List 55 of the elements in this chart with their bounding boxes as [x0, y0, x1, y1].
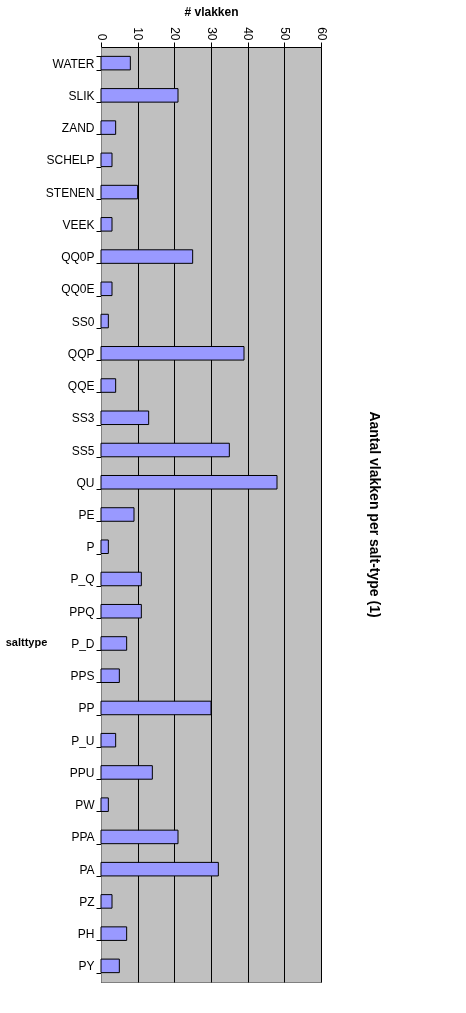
y-tick-label: P_U: [71, 733, 95, 748]
bar: [100, 894, 113, 909]
bar: [100, 152, 113, 168]
bar: [100, 120, 117, 135]
y-tick-label: QU: [76, 475, 95, 490]
y-tick-label: ZAND: [61, 121, 95, 136]
bar: [100, 668, 120, 683]
y-tick-label: PPS: [70, 669, 95, 684]
bar: [100, 378, 117, 393]
x-tick-label: 20: [167, 27, 182, 41]
y-tick-label: QQ0P: [61, 250, 95, 265]
y-tick-label: PZ: [79, 894, 95, 909]
x-tick-label: 10: [131, 27, 146, 41]
y-tick-label: STENEN: [45, 185, 95, 200]
y-tick-label: PPU: [69, 765, 95, 780]
y-tick-label: P: [86, 540, 95, 555]
y-tick-label: SLIK: [68, 88, 95, 103]
y-tick-label: PPQ: [69, 604, 95, 619]
x-tick-label: 60: [314, 27, 329, 41]
y-tick-label: SS5: [71, 443, 95, 458]
x-tick-label: 30: [204, 27, 219, 41]
y-tick-label: VEEK: [62, 217, 95, 232]
text: Aantal vlakken per salt-type (1): [367, 411, 383, 618]
bar: [100, 797, 109, 812]
y-tick-label: PW: [75, 798, 96, 813]
bar: [100, 281, 113, 297]
bar: [100, 958, 120, 974]
x-axis-title: # vlakken: [184, 5, 239, 20]
y-tick-label: PP: [78, 701, 95, 716]
bar: [100, 507, 135, 522]
bar: [100, 217, 113, 232]
y-tick-label: PH: [77, 927, 95, 942]
x-tick-label: 40: [241, 27, 256, 41]
y-tick-label: PA: [79, 862, 95, 877]
bar: [100, 732, 117, 748]
y-tick-label: P_D: [71, 636, 95, 651]
y-tick-label: SS3: [71, 411, 95, 426]
x-tick-label: 50: [277, 27, 292, 41]
y-tick-label: SS0: [71, 314, 95, 329]
y-tick-label: PY: [78, 959, 95, 974]
bar: [100, 313, 109, 329]
x-tick-label: 0: [94, 33, 109, 41]
y-tick-label: WATER: [52, 56, 95, 71]
y-tick-label: QQE: [67, 379, 95, 394]
y-tick-label: P_Q: [70, 572, 95, 587]
y-tick-label: PPA: [71, 830, 95, 845]
bar: [100, 55, 131, 71]
bar: [100, 636, 128, 651]
bar: [100, 926, 128, 941]
y-tick-label: QQ0E: [61, 282, 95, 297]
bar: [100, 539, 109, 555]
y-tick-label: QQP: [67, 346, 95, 361]
y-axis-title: salttype: [5, 635, 48, 648]
y-tick-label: SCHELP: [46, 153, 95, 168]
y-tick-label: PE: [78, 508, 95, 522]
